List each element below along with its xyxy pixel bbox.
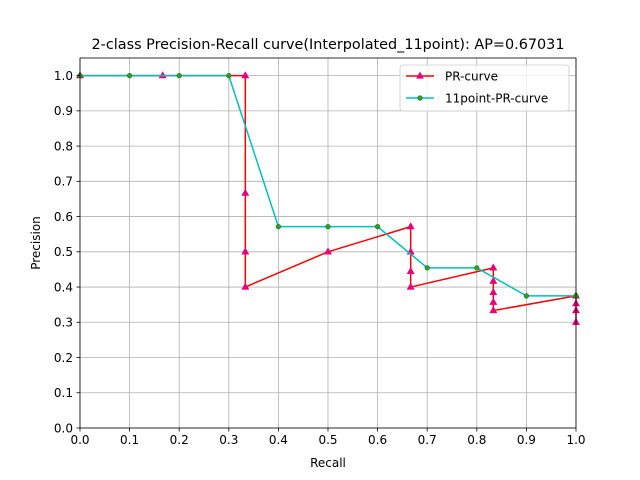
data-point <box>241 188 250 196</box>
data-point <box>406 282 415 290</box>
data-point <box>474 265 480 271</box>
data-point <box>275 224 282 230</box>
legend-label: PR-curve <box>445 69 498 83</box>
x-tick-label: 0.6 <box>368 433 387 447</box>
series-line <box>80 74 577 323</box>
y-tick-label: 0.3 <box>54 316 73 330</box>
x-tick-label: 0.5 <box>318 433 337 447</box>
y-tick-label: 0.8 <box>54 139 73 153</box>
y-tick-label: 0.2 <box>54 351 73 365</box>
data-point <box>226 73 232 79</box>
data-point <box>489 306 498 314</box>
y-tick-label: 0.5 <box>54 245 73 259</box>
y-tick-label: 0.1 <box>54 386 73 400</box>
legend-box <box>399 64 570 112</box>
data-point <box>406 266 415 275</box>
legend-label: 11point-PR-curve <box>445 91 548 105</box>
data-point <box>375 224 381 230</box>
data-point <box>489 263 498 271</box>
series-11point-pr-curve <box>77 73 579 299</box>
x-tick-label: 0.8 <box>467 433 486 447</box>
y-tick-label: 0.7 <box>54 175 73 189</box>
data-point <box>241 247 250 255</box>
x-tick-label: 0.3 <box>219 433 238 447</box>
y-axis-label: Precision <box>29 216 43 270</box>
data-point <box>127 73 133 79</box>
chart-title: 2-class Precision-Recall curve(Interpola… <box>92 37 565 53</box>
x-tick-label: 1.0 <box>566 433 585 447</box>
data-point <box>323 247 333 255</box>
data-point <box>489 287 498 296</box>
data-point <box>489 276 498 284</box>
series-layer <box>75 71 581 325</box>
legend-marker <box>415 71 425 79</box>
x-tick-label: 0.2 <box>170 433 189 447</box>
x-tick-label: 0.9 <box>517 433 536 447</box>
legend-marker <box>417 95 423 101</box>
data-point <box>406 222 415 230</box>
x-axis-label: Recall <box>310 456 346 470</box>
legend: PR-curve 11point-PR-curve <box>399 64 570 112</box>
y-tick-label: 0.9 <box>54 104 73 118</box>
y-tick-label: 0.6 <box>54 210 73 224</box>
data-point <box>424 265 430 271</box>
ticks: 0.0 0.1 0.2 0.3 0.4 0.5 0.6 0.7 0.8 0.9 1.0 0.0 0.1 0… <box>54 69 586 447</box>
data-point <box>241 71 250 79</box>
data-point <box>489 297 498 305</box>
x-tick-label: 0.0 <box>70 433 89 447</box>
data-point <box>325 224 331 230</box>
y-tick-label: 0.4 <box>54 280 73 294</box>
x-tick-label: 0.7 <box>418 433 437 447</box>
x-tick-label: 0.1 <box>120 433 139 447</box>
legend-item: 11point-PR-curve <box>406 91 548 105</box>
data-point <box>176 73 182 79</box>
grid <box>79 58 577 429</box>
x-tick-label: 0.4 <box>269 433 288 447</box>
data-point <box>523 293 530 299</box>
data-point <box>158 71 167 79</box>
data-point <box>241 282 250 290</box>
y-tick-label: 0.0 <box>54 421 73 435</box>
legend-item: PR-curve <box>406 69 498 83</box>
y-tick-label: 1.0 <box>54 69 73 83</box>
